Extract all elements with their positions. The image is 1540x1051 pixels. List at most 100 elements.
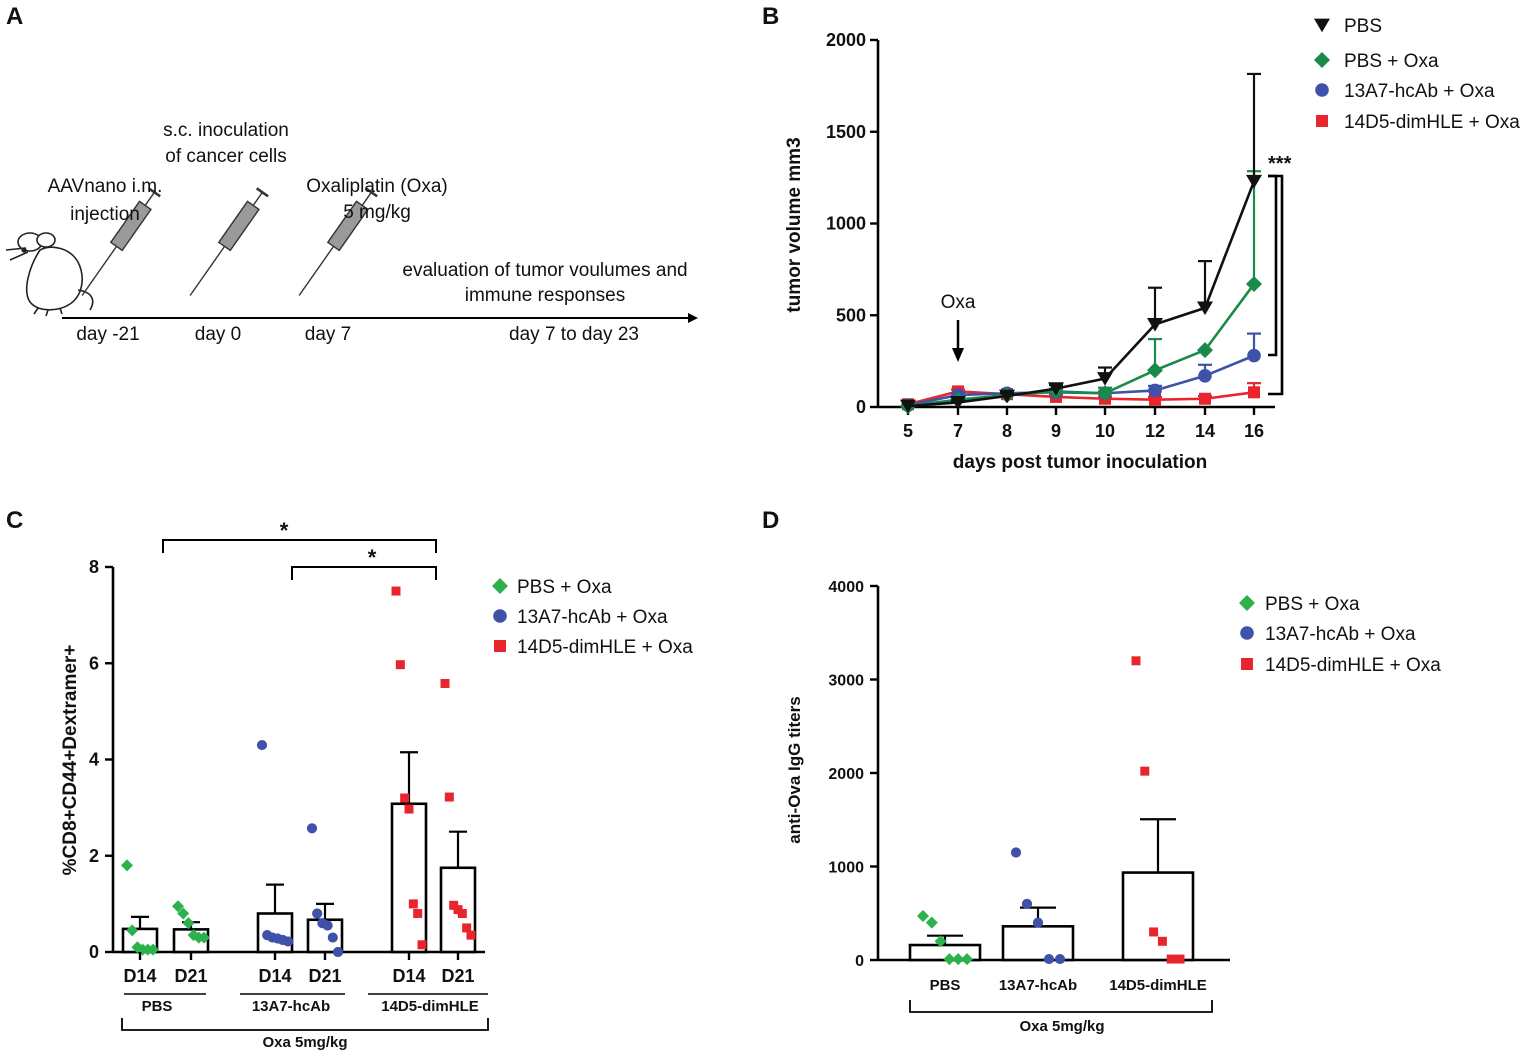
- mouse-icon: [5, 232, 94, 317]
- c-point-4-4: [408, 899, 418, 909]
- syringe-icon-2: [189, 187, 269, 296]
- panel-b-y-ticks: 0 500 1000 1500 2000: [826, 30, 878, 417]
- d-legend-label-2: 14D5-dimHLE + Oxa: [1265, 655, 1441, 676]
- d-bar-2: [1121, 871, 1195, 962]
- b-line-1: [907, 283, 1256, 408]
- b-xtick-label-1: 7: [953, 421, 963, 441]
- b-point-0-6: [1197, 301, 1213, 316]
- panel-d-y-label: anti-Ova IgG titers: [785, 696, 804, 843]
- d-point-1-2: [1032, 917, 1044, 928]
- c-point-4-2: [400, 793, 410, 803]
- oxa-arrow-head: [952, 348, 964, 362]
- sig-bracket-c2: [291, 566, 437, 580]
- step4-line1: evaluation of tumor voulumes and: [402, 260, 687, 281]
- d-ytick-label-3: 3000: [828, 673, 864, 690]
- oxa-arrow-label: Oxa: [941, 292, 976, 313]
- d-point-2-5: [1175, 954, 1185, 964]
- d-ytick-label-2: 2000: [828, 766, 864, 783]
- panel-b-legend: PBS PBS + Oxa 13A7-hcAb + Oxa 14D5-dimHLE +…: [1314, 16, 1520, 133]
- b-point-0-5: [1147, 318, 1163, 332]
- step3-line1: Oxaliplatin (Oxa): [306, 176, 448, 197]
- step4-day: day 7 to day 23: [509, 324, 639, 345]
- c-point-5-0: [440, 678, 450, 688]
- d-point-1-3: [1043, 953, 1055, 965]
- panel-b-x-ticks: 5 7 8 9 10 12 14 16: [903, 407, 1264, 441]
- c-point-1-5: [198, 931, 210, 944]
- step3-day: day 7: [305, 324, 351, 345]
- d-point-2-4: [1166, 954, 1176, 964]
- step2-day: day 0: [195, 324, 241, 345]
- b-point-0-2: [999, 389, 1015, 404]
- group-label-13a7: 13A7-hcAb: [252, 998, 330, 1015]
- d-xtick-label-0: PBS: [930, 977, 961, 994]
- c-point-3-1: [312, 908, 323, 919]
- panel-c: C 0 2 4 6 8 D14 D21 D14 D21 D14 D21 %CD8+CD44+Dex…: [6, 507, 693, 1051]
- d-bar-group-2: [1121, 656, 1195, 964]
- c-point-2-5: [282, 936, 294, 947]
- b-point-0-4: [1097, 372, 1113, 386]
- c-point-4-3: [404, 804, 414, 814]
- panel-d-x-ticks: PBS 13A7-hcAb 14D5-dimHLE: [930, 977, 1207, 994]
- panel-b-annotations: Oxa ***: [941, 153, 1292, 396]
- step3-line2: 5 mg/kg: [343, 202, 411, 223]
- b-ytick-label-1: 500: [836, 305, 866, 325]
- b-line-3: [907, 390, 1255, 406]
- syringe-icon-3: [298, 187, 378, 296]
- b-point-1-6: [1197, 342, 1213, 359]
- c-point-4-1: [395, 660, 405, 670]
- c-xtick-label-2: D14: [258, 966, 291, 986]
- step1-line1: AAVnano i.m.: [48, 176, 163, 197]
- sig-star-c1: *: [280, 518, 289, 543]
- b-xtick-label-0: 5: [903, 421, 913, 441]
- b-xtick-label-3: 9: [1051, 421, 1061, 441]
- panel-c-y-label-text: %CD8+CD44+Dextramer+: [60, 645, 81, 876]
- d-point-0-0: [917, 910, 929, 923]
- d-point-0-5: [961, 953, 973, 966]
- b-point-3-7: [1248, 386, 1260, 399]
- syringe-icon-1: [81, 187, 161, 296]
- c-legend-label-0: PBS + Oxa: [517, 577, 612, 598]
- c-point-3-0: [306, 823, 318, 834]
- oxa-bracket-c: [121, 1018, 489, 1031]
- sig-bracket-c1: [162, 539, 437, 553]
- c-bar-group-5: [439, 678, 477, 954]
- b-point-3-6: [1199, 392, 1211, 405]
- c-point-1-0: [172, 900, 184, 913]
- c-legend-marker-0: [492, 578, 508, 594]
- step1-line2: injection: [70, 204, 140, 225]
- d-xtick-label-1: 13A7-hcAb: [999, 977, 1077, 994]
- panel-c-bars: [121, 586, 477, 958]
- b-line-0: [907, 180, 1256, 408]
- b-xtick-label-6: 14: [1195, 421, 1215, 441]
- c-legend-marker-1: [493, 609, 507, 623]
- c-point-0-1: [126, 924, 139, 937]
- d-ytick-label-0: 0: [855, 953, 864, 970]
- sig-stars-b: ***: [1268, 153, 1292, 175]
- b-point-2-7: [1247, 348, 1261, 363]
- b-legend-label-1: PBS + Oxa: [1344, 51, 1439, 72]
- panel-d-label: D: [762, 507, 779, 534]
- b-xtick-label-5: 12: [1145, 421, 1165, 441]
- c-xtick-label-4: D14: [392, 966, 425, 986]
- panel-b-y-label: tumor volume mm3: [784, 137, 805, 312]
- b-legend-marker-3: [1316, 115, 1328, 127]
- c-point-3-5: [332, 946, 344, 958]
- panel-b: B 0 500 1000 1500 2000 5 7 8 9 10 12 14 16 tumor vo…: [762, 3, 1520, 473]
- d-point-2-1: [1140, 766, 1150, 776]
- c-point-0-5: [147, 943, 159, 956]
- d-bar-group-0: [908, 910, 982, 966]
- c-point-4-0: [391, 586, 401, 596]
- c-point-4-6: [417, 940, 427, 950]
- b-xtick-label-2: 8: [1002, 421, 1012, 441]
- c-point-5-1: [444, 792, 454, 802]
- b-xtick-label-4: 10: [1095, 421, 1115, 441]
- step2-line2: of cancer cells: [165, 146, 286, 167]
- panel-b-x-label: days post tumor inoculation: [953, 452, 1207, 473]
- c-point-1-1: [177, 907, 190, 920]
- b-ytick-label-0: 0: [856, 397, 866, 417]
- d-legend-label-0: PBS + Oxa: [1265, 594, 1360, 615]
- d-point-1-0: [1010, 847, 1022, 858]
- d-point-0-4: [952, 953, 965, 966]
- c-point-0-0: [121, 859, 133, 872]
